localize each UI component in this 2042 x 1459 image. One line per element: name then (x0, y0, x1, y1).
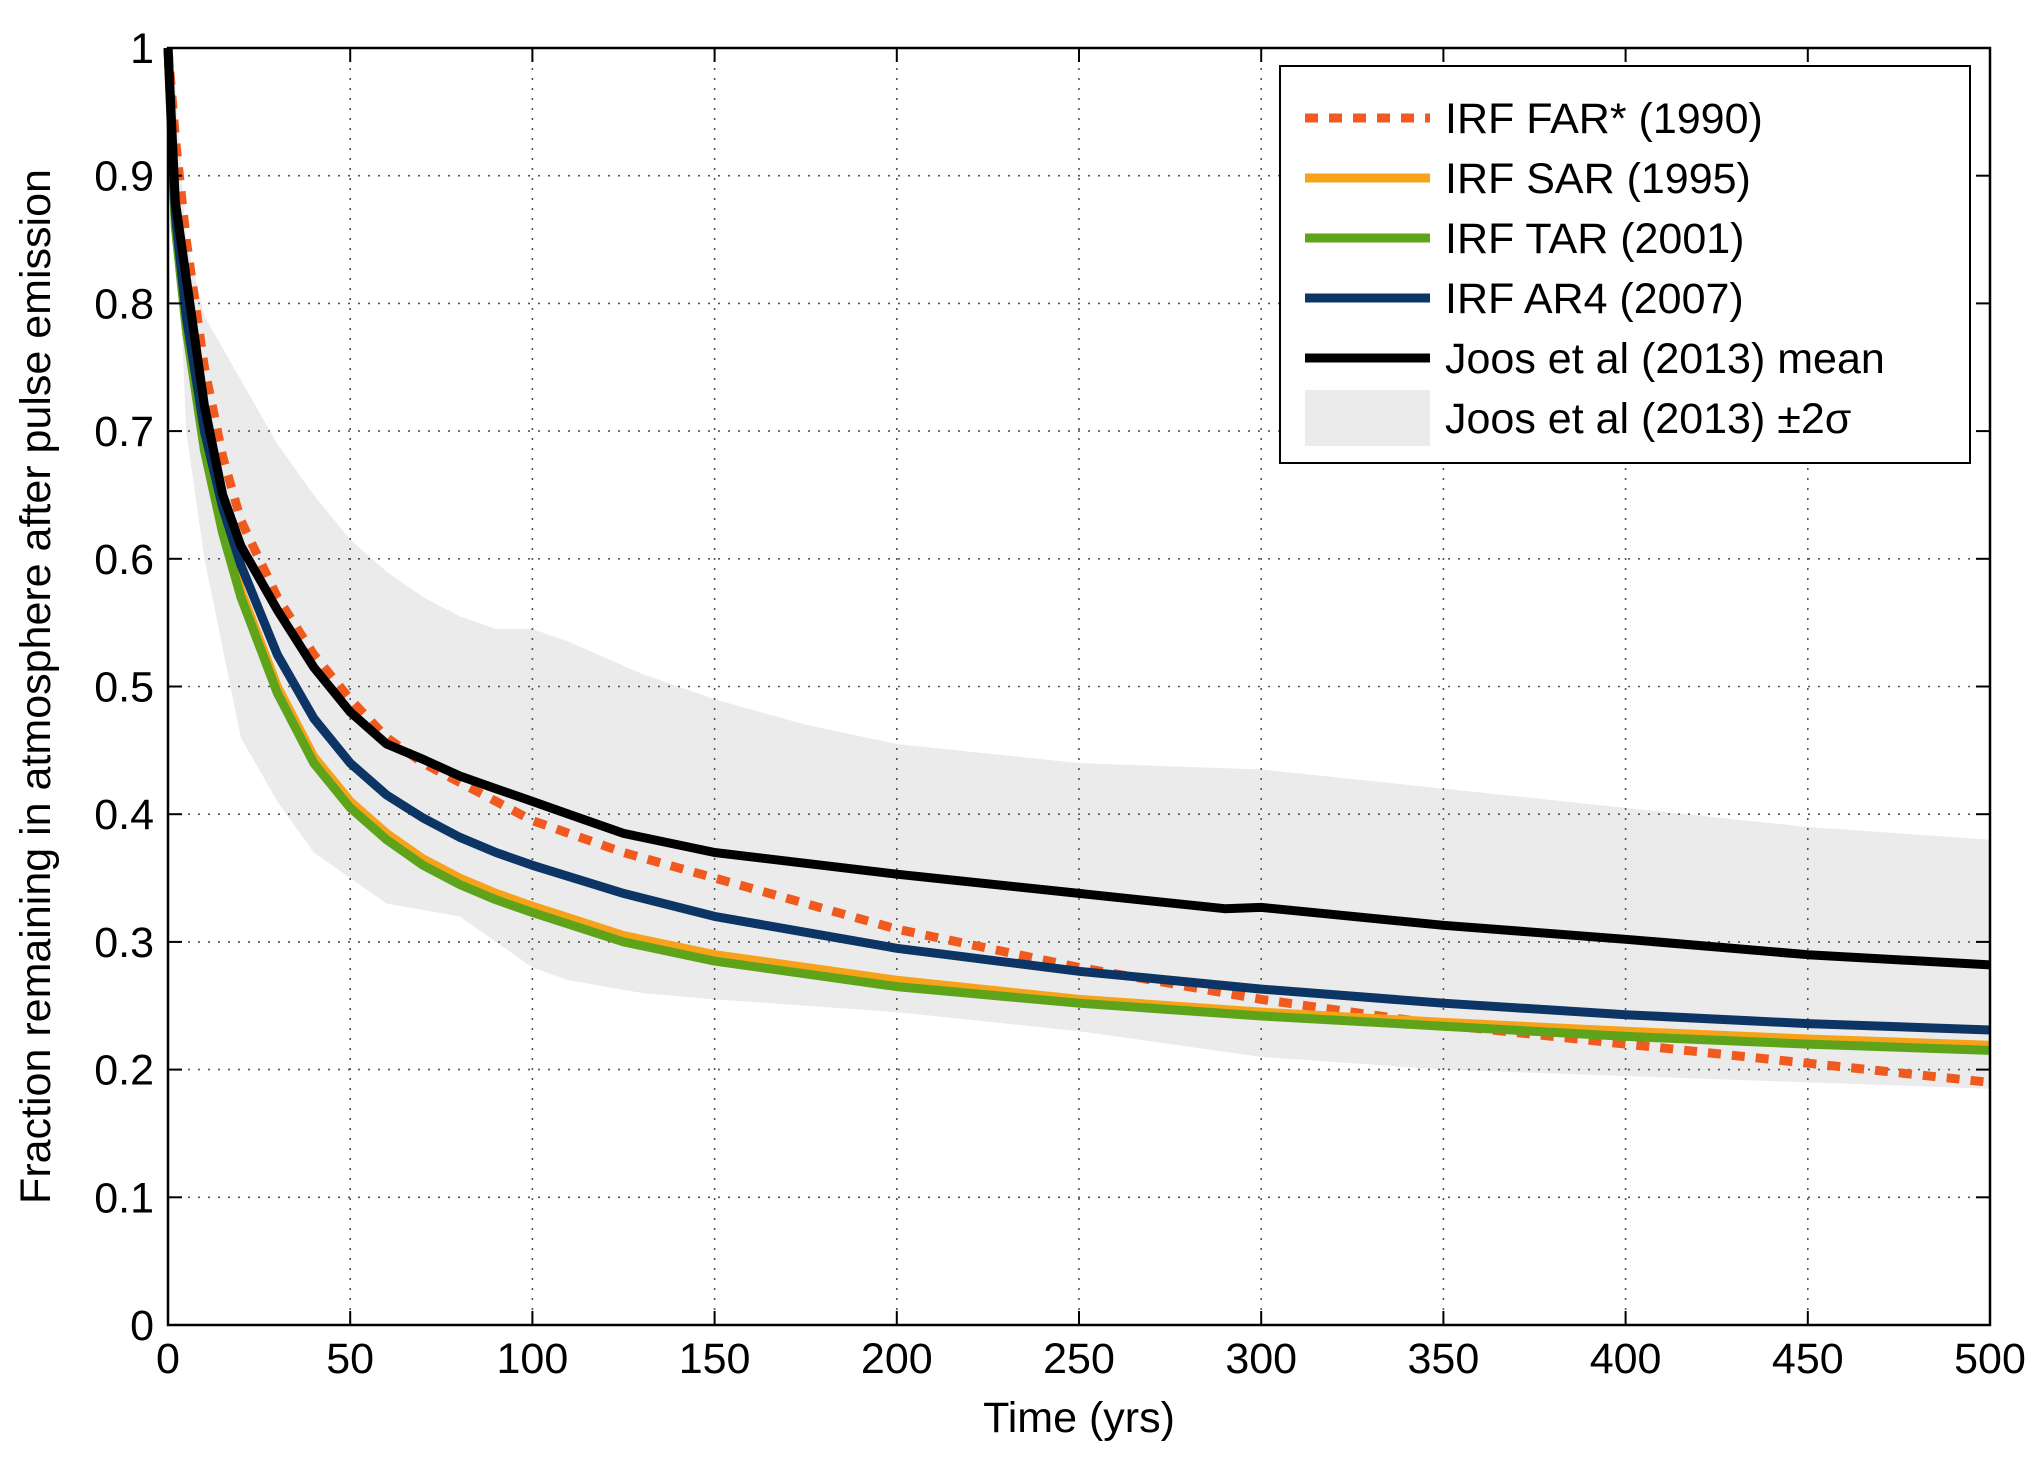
uncertainty-band-layer (168, 48, 1990, 1089)
x-tick-label: 250 (1043, 1335, 1115, 1383)
x-tick-label: 400 (1590, 1335, 1662, 1383)
x-tick-label: 450 (1772, 1335, 1844, 1383)
legend-swatch-band (1305, 390, 1430, 446)
y-tick-label: 0.8 (94, 280, 154, 328)
y-tick-label: 0 (130, 1302, 154, 1350)
y-tick-label: 0.3 (94, 919, 154, 967)
y-tick-label: 0.9 (94, 153, 154, 201)
x-axis-title: Time (yrs) (983, 1394, 1175, 1442)
y-axis-title: Fraction remaining in atmosphere after p… (12, 169, 60, 1204)
legend-label: IRF FAR* (1990) (1445, 95, 1763, 143)
uncertainty-band (168, 48, 1990, 1089)
x-tick-label: 100 (497, 1335, 569, 1383)
legend-label: IRF SAR (1995) (1445, 155, 1751, 203)
x-tick-label: 500 (1954, 1335, 2026, 1383)
y-tick-label: 0.5 (94, 664, 154, 712)
series-layer (163, 47, 1991, 1087)
x-tick-label: 300 (1225, 1335, 1297, 1383)
x-tick-label: 200 (861, 1335, 933, 1383)
legend-label: Joos et al (2013) mean (1445, 335, 1885, 383)
legend-label: IRF AR4 (2007) (1445, 275, 1744, 323)
grid-layer (168, 48, 1990, 1325)
y-tick-label: 0.7 (94, 408, 154, 456)
y-tick-label: 1 (130, 25, 154, 73)
legend-label: IRF TAR (2001) (1445, 215, 1745, 263)
x-tick-label: 150 (679, 1335, 751, 1383)
y-tick-label: 0.6 (94, 536, 154, 584)
series-line (163, 47, 1991, 1055)
axis-ticks-layer: 0 50 100 150 200 250 300 350 400 450 500 0 0.1 0.2 0.3… (94, 25, 2026, 1383)
x-tick-label: 50 (326, 1335, 374, 1383)
y-tick-label: 0.4 (94, 791, 154, 839)
y-tick-label: 0.1 (94, 1174, 154, 1222)
x-tick-label: 0 (156, 1335, 180, 1383)
series-line (163, 47, 1991, 1087)
x-tick-label: 350 (1408, 1335, 1480, 1383)
series-line (163, 47, 1991, 970)
legend: IRF FAR* (1990) IRF SAR (1995) IRF TAR (20… (1279, 65, 1971, 464)
y-tick-label: 0.2 (94, 1047, 154, 1095)
legend-label: Joos et al (2013) ±2σ (1445, 395, 1851, 443)
